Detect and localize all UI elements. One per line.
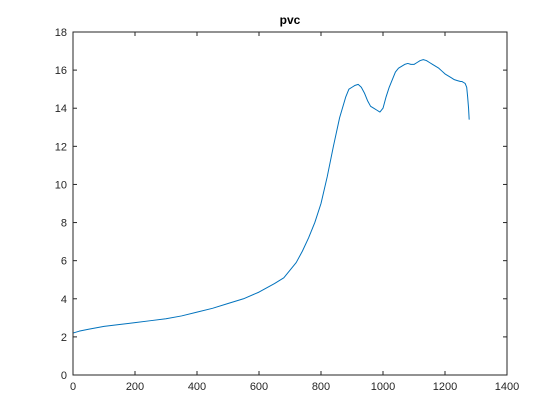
x-tick-label: 600 xyxy=(250,381,268,393)
axes-box xyxy=(72,31,508,376)
y-tick-label: 4 xyxy=(61,294,67,306)
y-tick-label: 12 xyxy=(55,141,67,153)
y-tick-label: 18 xyxy=(55,27,67,39)
x-axis: 0 200 400 600 800 1000 1200 1400 xyxy=(70,32,519,393)
y-axis: 0 2 4 6 8 10 12 14 16 18 xyxy=(55,27,507,382)
y-tick-label: 16 xyxy=(55,65,67,77)
series-layer xyxy=(72,59,470,334)
x-tick-label: 0 xyxy=(70,381,76,393)
plot-area xyxy=(73,32,507,375)
x-tick-label: 200 xyxy=(126,381,144,393)
x-tick-label: 400 xyxy=(188,381,206,393)
y-tick-label: 8 xyxy=(61,218,67,230)
x-tick-label: 800 xyxy=(312,381,330,393)
y-tick-label: 10 xyxy=(55,179,67,191)
series-line xyxy=(72,59,470,334)
x-tick-label: 1000 xyxy=(371,381,395,393)
y-tick-label: 0 xyxy=(61,370,67,382)
x-tick-label: 1400 xyxy=(495,381,519,393)
y-tick-label: 2 xyxy=(61,332,67,344)
x-tick-label: 1200 xyxy=(433,381,457,393)
y-tick-label: 14 xyxy=(55,103,67,115)
y-tick-label: 6 xyxy=(61,256,67,268)
chart-title: pvc xyxy=(280,13,301,27)
